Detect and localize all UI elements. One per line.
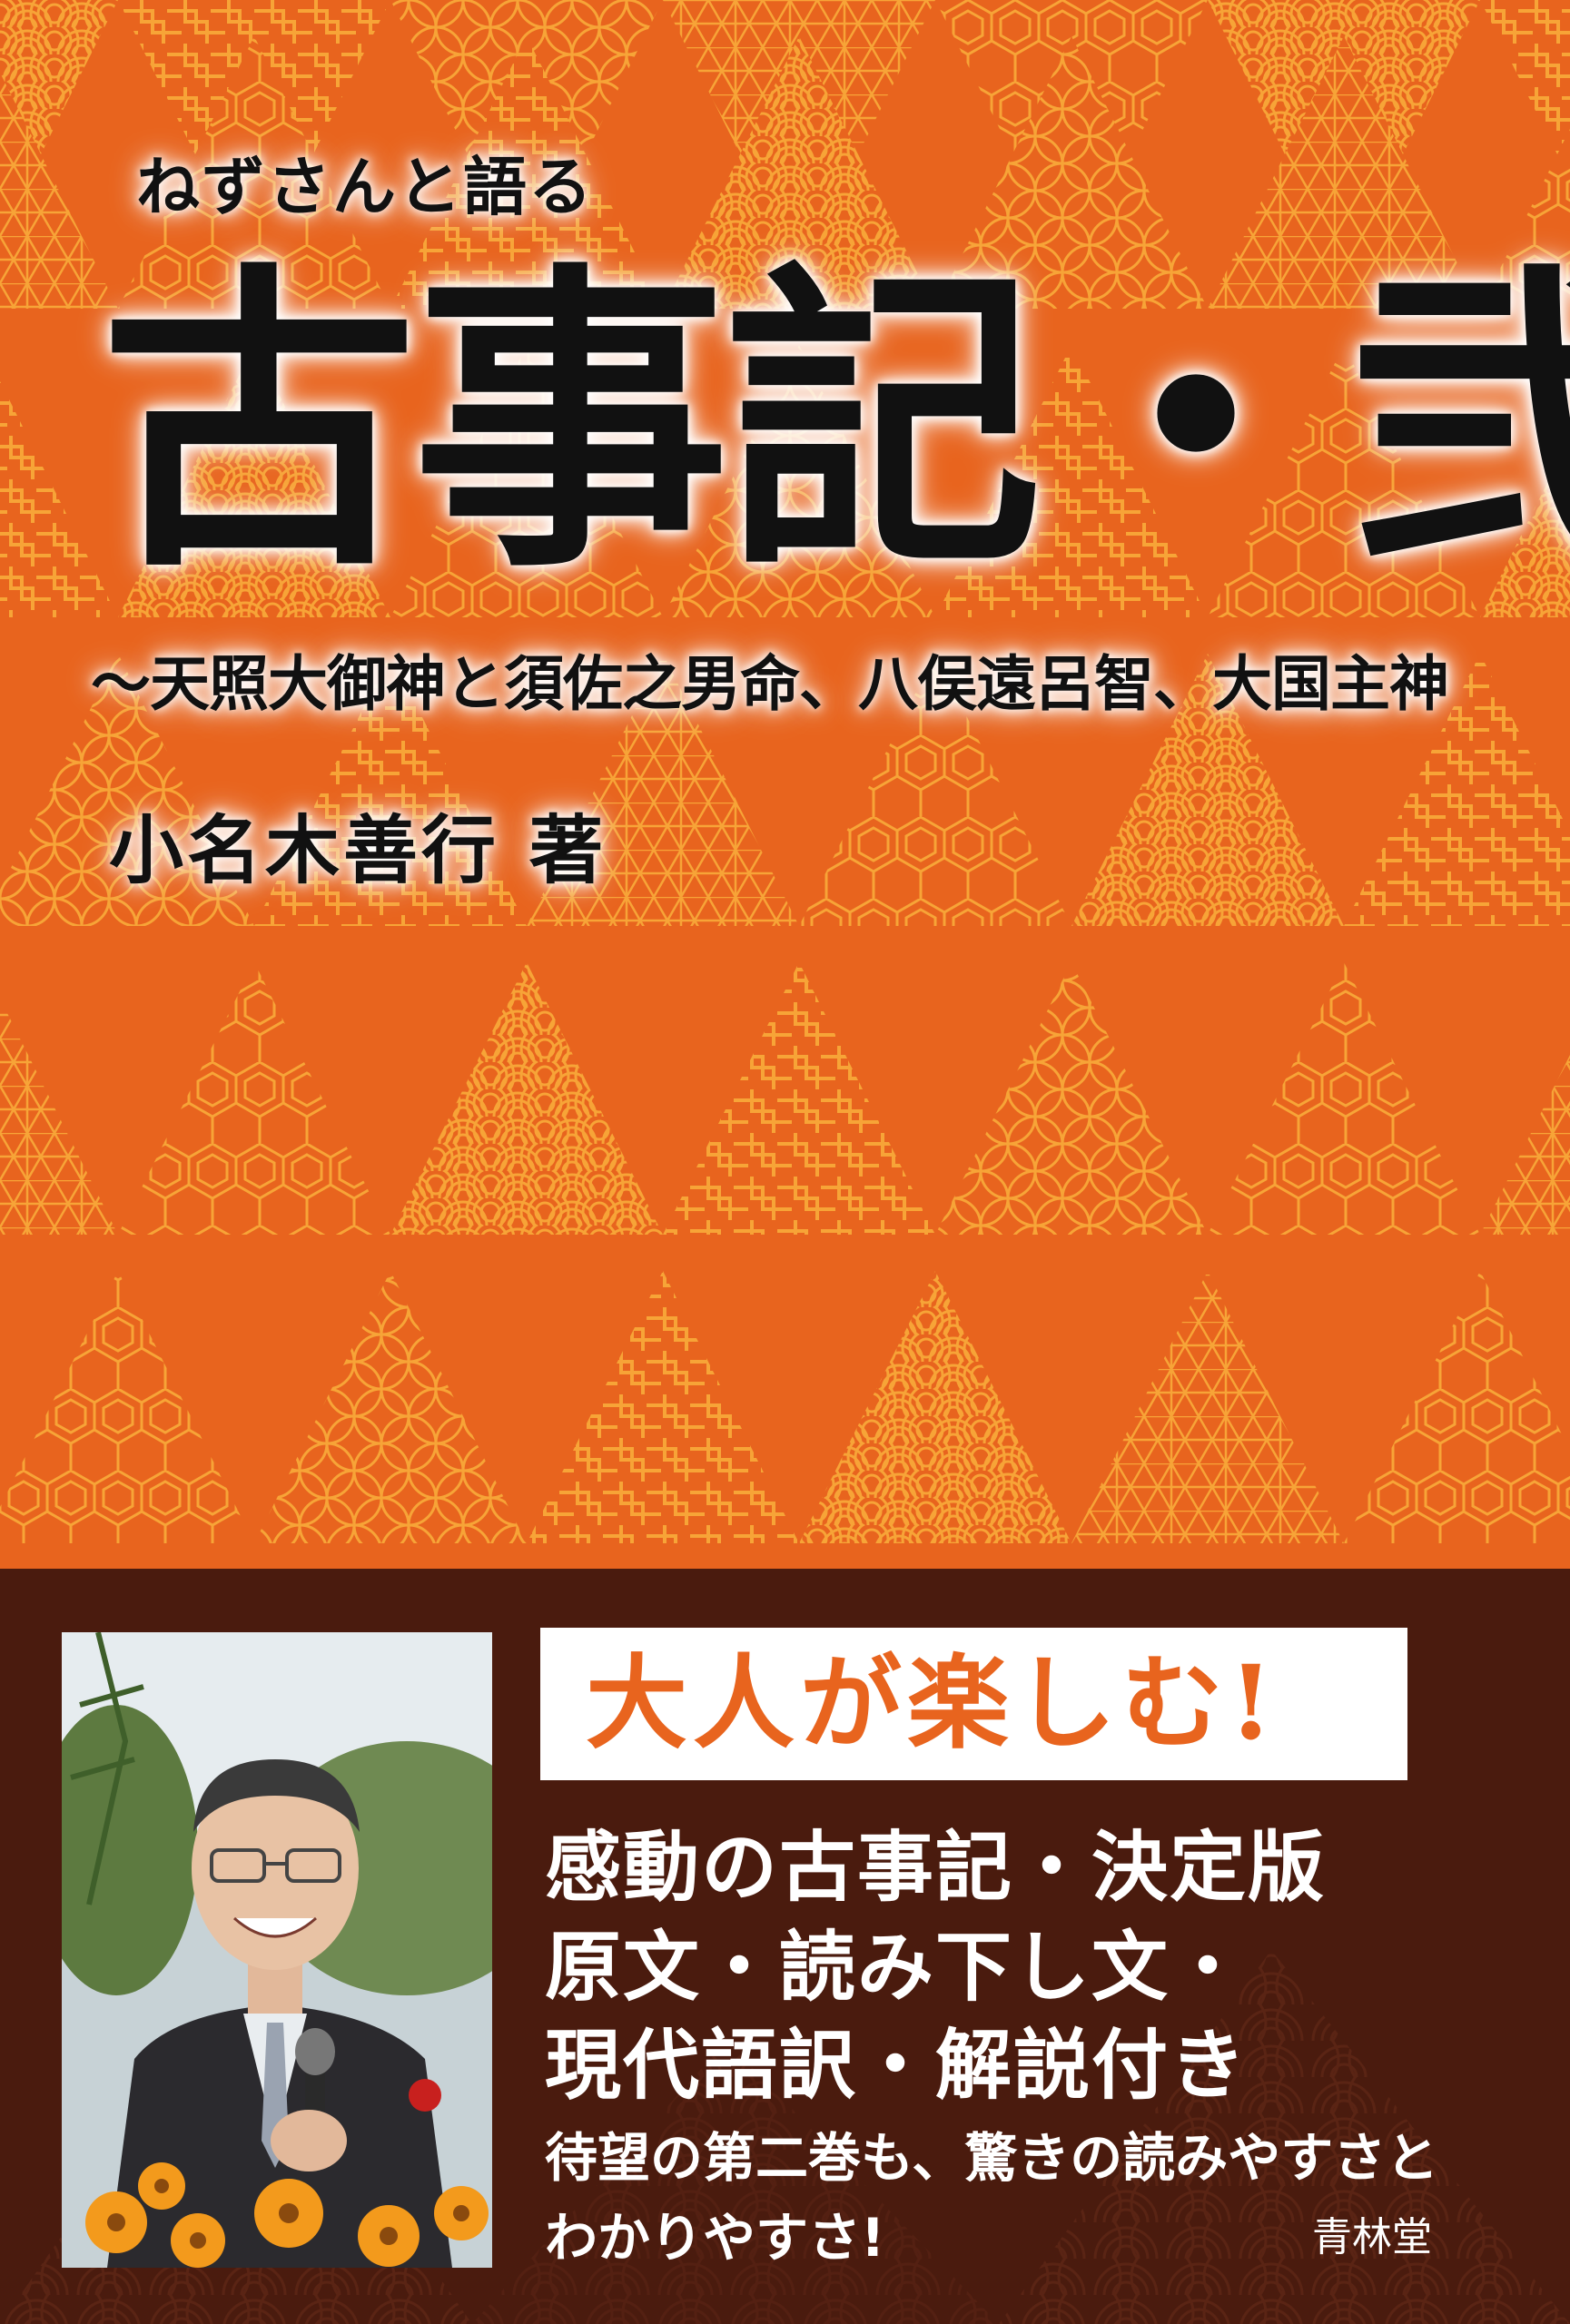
feature-line-3: 現代語訳・解説付き bbox=[545, 2020, 1249, 2110]
series-title: ねずさんと語る bbox=[136, 149, 594, 224]
description-line-2: わかりやすさ! bbox=[545, 2207, 885, 2269]
feature-line-2: 原文・読み下し文・ bbox=[545, 1922, 1249, 2012]
catchphrase: 大人が楽しむ! bbox=[586, 1644, 1279, 1763]
promo-band: 大人が楽しむ! 感動の古事記・決定版 原文・読み下し文・ 現代語訳・解説付き 待… bbox=[0, 1569, 1570, 2324]
book-subtitle: 〜天照大御神と須佐之男命、八俣遠呂智、大国主神 bbox=[91, 648, 1449, 719]
feature-line-1: 感動の古事記・決定版 bbox=[545, 1822, 1327, 1912]
author-credit: 小名木善行 著 bbox=[109, 808, 607, 894]
kimono-pattern-background bbox=[0, 0, 1570, 1543]
book-title: 古事記・弐 bbox=[100, 235, 1570, 609]
publisher-name: 青林堂 bbox=[1312, 2214, 1432, 2260]
catchphrase-box: 大人が楽しむ! bbox=[540, 1628, 1407, 1780]
author-photo bbox=[62, 1632, 492, 2268]
description-line-1: 待望の第二巻も、驚きの読みやすさと bbox=[545, 2127, 1439, 2189]
